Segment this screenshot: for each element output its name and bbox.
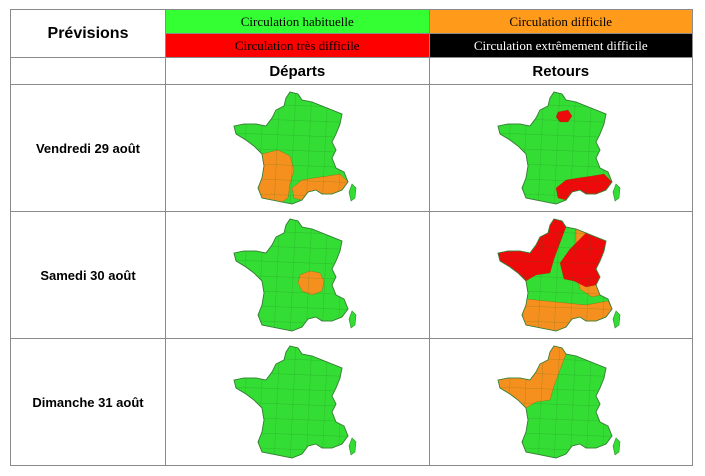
column-header-departs: Départs: [165, 57, 430, 85]
france-map-saturday-retours: [497, 218, 621, 332]
legend-extreme: Circulation extrêmement difficile: [428, 33, 693, 58]
legend-difficile: Circulation difficile: [428, 9, 693, 34]
france-outline: [233, 218, 349, 332]
map-cell-retours: [428, 338, 693, 466]
page-title: Prévisions: [10, 9, 166, 58]
france-map-sunday-departs: [233, 345, 357, 459]
map-cell-departs: [165, 211, 430, 339]
row-label: Dimanche 31 août: [10, 338, 166, 466]
corsica: [612, 310, 621, 329]
map-cell-departs: [165, 84, 430, 212]
france-map-sunday-retours: [497, 345, 621, 459]
region-paris-tres_difficile: [555, 109, 573, 123]
france-outline: [233, 345, 349, 459]
table-row: Vendredi 29 août: [10, 84, 693, 212]
france-map-friday-departs: [233, 91, 357, 205]
table-row: Dimanche 31 août: [10, 338, 693, 466]
france-map-saturday-departs: [233, 218, 357, 332]
map-cell-retours: [428, 211, 693, 339]
table-row: Samedi 30 août: [10, 211, 693, 339]
forecast-table: Prévisions Circulation habituelle Circul…: [10, 9, 693, 466]
legend-tres-difficile: Circulation très difficile: [165, 33, 430, 58]
france-map-friday-retours: [497, 91, 621, 205]
region-rhone-difficile: [297, 270, 325, 296]
corsica: [348, 437, 357, 456]
corsica: [348, 310, 357, 329]
map-cell-departs: [165, 338, 430, 466]
france-outline: [497, 91, 613, 205]
france-outline: [233, 91, 349, 205]
legend-habituelle: Circulation habituelle: [165, 9, 430, 34]
corsica: [348, 183, 357, 202]
map-cell-retours: [428, 84, 693, 212]
row-label: Samedi 30 août: [10, 211, 166, 339]
france-outline: [497, 218, 613, 332]
corsica: [612, 183, 621, 202]
corsica: [612, 437, 621, 456]
row-label: Vendredi 29 août: [10, 84, 166, 212]
france-outline: [497, 345, 613, 459]
column-header-retours: Retours: [428, 57, 693, 85]
corner-cell: [10, 57, 166, 85]
